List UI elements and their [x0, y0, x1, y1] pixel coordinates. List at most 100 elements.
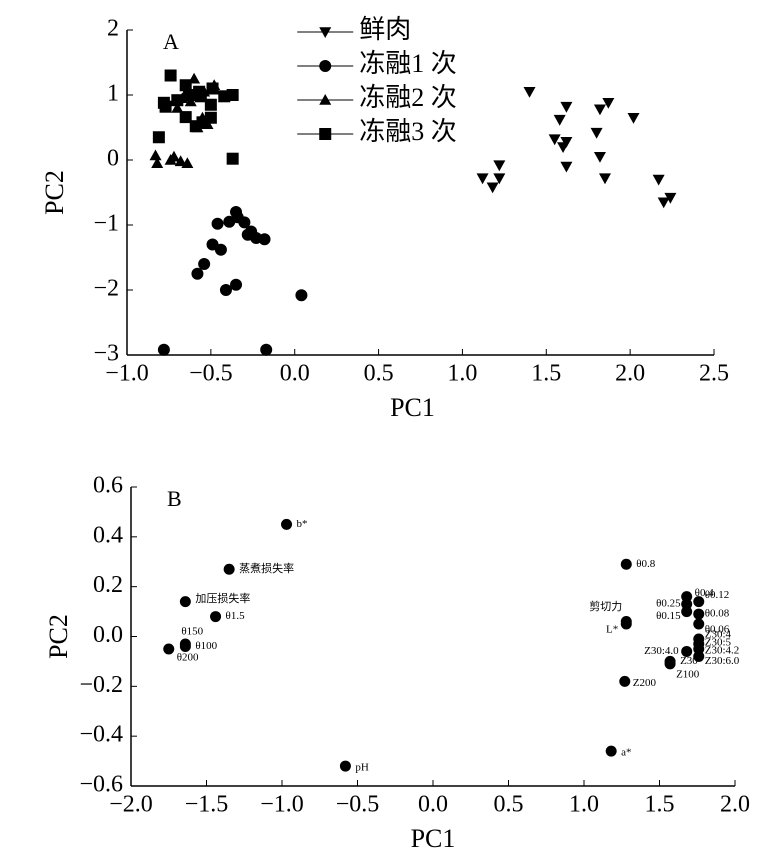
- marker: [493, 173, 506, 185]
- point: [620, 618, 632, 630]
- y-tick-label: 0.0: [93, 622, 123, 648]
- point: [339, 760, 351, 772]
- point-label: θ0.25: [656, 598, 681, 610]
- marker: [204, 98, 217, 111]
- legend-label: 冻融2 次: [359, 83, 457, 112]
- point: [179, 640, 191, 652]
- y-tick-label: −0.2: [79, 672, 123, 698]
- point-label: θ0.06: [705, 624, 730, 636]
- marker: [171, 102, 184, 113]
- x-tick-label: −1.5: [185, 792, 229, 818]
- point-label: Z30:5: [705, 637, 732, 649]
- marker: [206, 82, 219, 95]
- point: [693, 596, 705, 608]
- marker: [194, 90, 207, 103]
- y-tick-label: −0.4: [79, 722, 123, 748]
- point-label: θ0.4: [695, 587, 715, 599]
- marker: [258, 233, 271, 246]
- y-tick-label: −3: [93, 341, 119, 367]
- panel-label: A: [163, 29, 179, 54]
- point: [681, 645, 693, 657]
- x-axis-title: PC1: [411, 824, 456, 853]
- marker: [157, 343, 170, 356]
- y-tick-label: 0.6: [93, 473, 123, 499]
- point-label: pH: [355, 762, 369, 774]
- marker: [241, 228, 254, 241]
- marker: [590, 127, 603, 139]
- marker: [593, 104, 606, 116]
- x-tick-label: −0.5: [336, 792, 380, 818]
- point: [664, 658, 676, 670]
- point-label: θ0.12: [705, 589, 730, 601]
- panel-label: B: [167, 486, 182, 511]
- point-label: θ1.5: [226, 610, 246, 622]
- marker: [560, 137, 573, 148]
- y-tick-label: 2: [107, 16, 119, 42]
- marker: [219, 284, 232, 296]
- point: [281, 518, 293, 530]
- point: [605, 745, 617, 757]
- marker: [151, 157, 164, 169]
- marker: [181, 157, 194, 169]
- marker: [560, 161, 573, 173]
- marker: [319, 128, 332, 140]
- point: [163, 643, 175, 655]
- marker: [230, 278, 243, 291]
- point: [693, 650, 705, 662]
- point-label: θ200: [177, 651, 199, 663]
- marker: [191, 267, 204, 280]
- marker: [553, 114, 566, 126]
- x-tick-label: 2.5: [699, 361, 729, 387]
- marker: [548, 134, 561, 146]
- marker: [627, 112, 640, 124]
- marker: [523, 86, 536, 98]
- x-tick-label: 0.0: [418, 792, 448, 818]
- y-axis-title: PC2: [44, 614, 73, 659]
- marker: [179, 79, 192, 92]
- marker: [179, 111, 192, 124]
- marker: [486, 182, 499, 194]
- marker: [260, 343, 273, 356]
- point: [223, 563, 235, 575]
- y-tick-label: 0.4: [93, 522, 123, 548]
- point-label: θ150: [181, 626, 203, 638]
- point-label: 蒸煮损失率: [239, 561, 294, 575]
- marker: [226, 152, 239, 165]
- marker: [211, 217, 224, 230]
- marker: [198, 258, 211, 270]
- point: [693, 608, 705, 620]
- point-label: 剪切力: [589, 599, 622, 613]
- legend-label: 鲜肉: [359, 15, 411, 44]
- y-tick-label: 1: [107, 81, 119, 107]
- marker: [657, 197, 670, 209]
- x-tick-label: 1.0: [447, 361, 477, 387]
- x-tick-label: −0.5: [189, 361, 233, 387]
- y-tick-label: −2: [93, 276, 119, 302]
- marker: [238, 216, 251, 229]
- marker: [149, 149, 162, 161]
- marker: [598, 173, 611, 185]
- point-label: Z30:4.0: [644, 645, 679, 657]
- legend-label: 冻融1 次: [359, 49, 457, 78]
- point-label: θ0.15: [656, 610, 681, 622]
- marker: [295, 289, 308, 302]
- y-axis-title: PC2: [40, 170, 69, 215]
- x-tick-label: 2.0: [720, 792, 750, 818]
- x-tick-label: 2.0: [615, 361, 645, 387]
- y-tick-label: −0.6: [79, 772, 123, 798]
- marker: [319, 27, 332, 38]
- point: [179, 596, 191, 608]
- marker: [183, 89, 196, 101]
- marker: [206, 238, 219, 251]
- x-tick-label: −1.0: [105, 361, 149, 387]
- point: [693, 618, 705, 630]
- x-tick-label: 0.5: [364, 361, 394, 387]
- point-label: a*: [621, 747, 631, 759]
- y-tick-label: −1: [93, 211, 119, 237]
- point-label: θ0.08: [705, 608, 730, 620]
- marker: [152, 131, 165, 144]
- marker: [196, 116, 209, 129]
- marker: [493, 160, 506, 172]
- point-label: Z30:6.0: [705, 655, 740, 667]
